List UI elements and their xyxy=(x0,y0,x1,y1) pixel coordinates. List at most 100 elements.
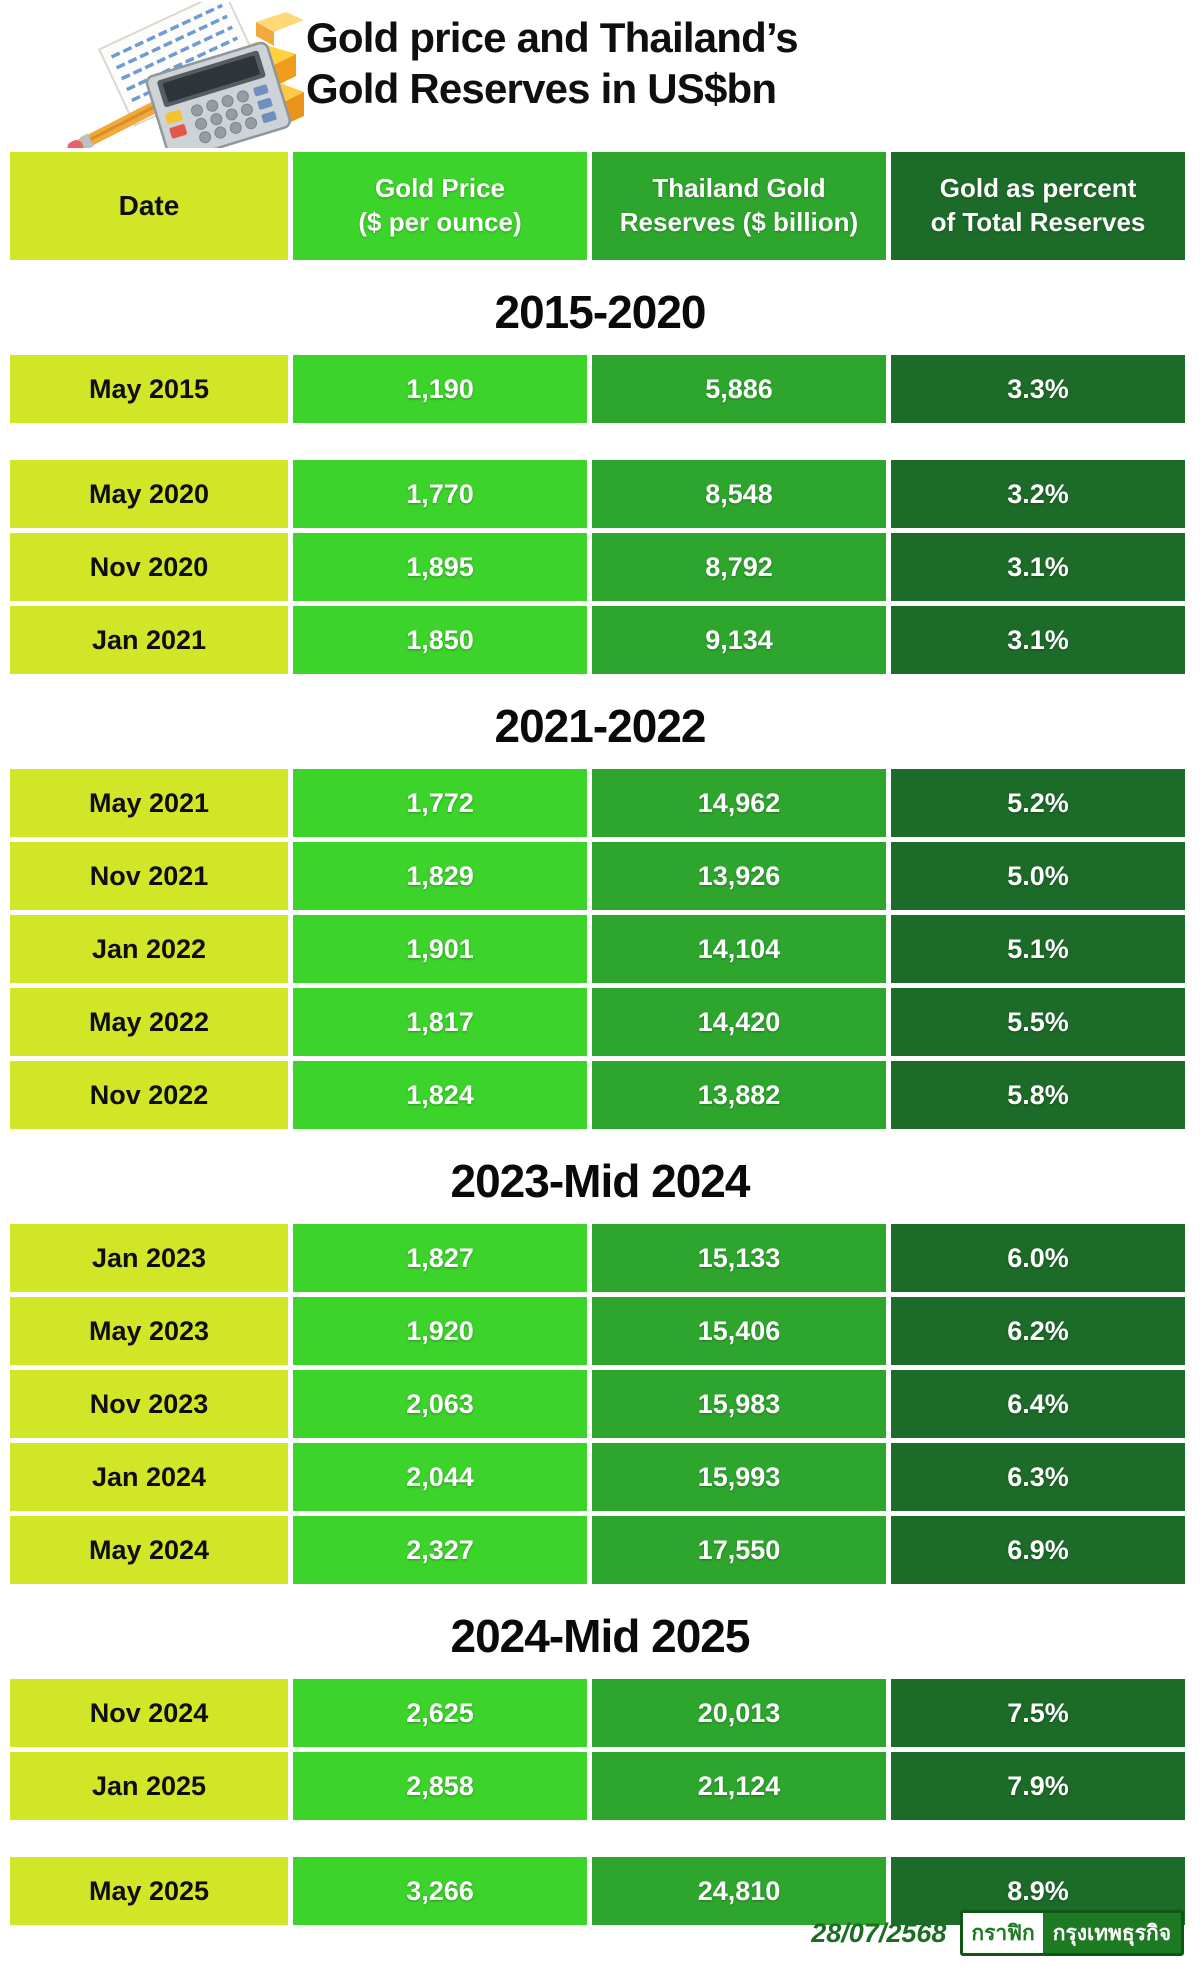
table-row: May 2025 3,266 24,810 8.9% xyxy=(10,1857,1190,1925)
date-cell: Nov 2022 xyxy=(10,1061,288,1129)
gold-price-cell: 1,901 xyxy=(293,915,587,983)
row-gap xyxy=(10,428,1190,460)
date-cell: May 2020 xyxy=(10,460,288,528)
date-cell: May 2025 xyxy=(10,1857,288,1925)
percent-cell: 5.2% xyxy=(891,769,1185,837)
gold-price-cell: 3,266 xyxy=(293,1857,587,1925)
publish-date: 28/07/2568 xyxy=(811,1917,947,1948)
table-row: Nov 2022 1,824 13,882 5.8% xyxy=(10,1061,1190,1129)
date-cell: May 2023 xyxy=(10,1297,288,1365)
percent-cell: 6.0% xyxy=(891,1224,1185,1292)
table-row: May 2022 1,817 14,420 5.5% xyxy=(10,988,1190,1056)
page-title-line2: Gold Reserves in US$bn xyxy=(306,65,777,113)
table-row: Jan 2025 2,858 21,124 7.9% xyxy=(10,1752,1190,1820)
gold-table: Date Gold Price ($ per ounce) Thailand G… xyxy=(10,152,1190,1925)
reserves-cell: 15,993 xyxy=(592,1443,886,1511)
date-cell: May 2021 xyxy=(10,769,288,837)
date-cell: Jan 2025 xyxy=(10,1752,288,1820)
section-title: 2015-2020 xyxy=(494,286,707,338)
table-row: Jan 2024 2,044 15,993 6.3% xyxy=(10,1443,1190,1511)
col-header-reserves-line2: Reserves ($ billion) xyxy=(619,207,859,237)
date-cell: Jan 2024 xyxy=(10,1443,288,1511)
gold-price-cell: 2,044 xyxy=(293,1443,587,1511)
percent-cell: 3.3% xyxy=(891,355,1185,423)
col-header-gold-price-line2: ($ per ounce) xyxy=(358,207,522,237)
date-cell: Jan 2023 xyxy=(10,1224,288,1292)
gold-price-cell: 2,063 xyxy=(293,1370,587,1438)
col-header-reserves: Thailand Gold Reserves ($ billion) xyxy=(592,152,886,260)
date-cell: Nov 2020 xyxy=(10,533,288,601)
logo-text-graphic: กราฟิก xyxy=(963,1913,1043,1953)
reserves-cell: 8,792 xyxy=(592,533,886,601)
gold-price-cell: 2,858 xyxy=(293,1752,587,1820)
date-cell: Nov 2024 xyxy=(10,1679,288,1747)
table-row: May 2021 1,772 14,962 5.2% xyxy=(10,769,1190,837)
reserves-cell: 15,133 xyxy=(592,1224,886,1292)
gold-price-cell: 1,895 xyxy=(293,533,587,601)
row-gap xyxy=(10,1825,1190,1857)
reserves-cell: 20,013 xyxy=(592,1679,886,1747)
date-cell: May 2024 xyxy=(10,1516,288,1584)
table-row: Jan 2023 1,827 15,133 6.0% xyxy=(10,1224,1190,1292)
table-row: Nov 2020 1,895 8,792 3.1% xyxy=(10,533,1190,601)
col-header-date-label: Date xyxy=(118,189,180,221)
percent-cell: 5.8% xyxy=(891,1061,1185,1129)
reserves-cell: 14,420 xyxy=(592,988,886,1056)
col-header-percent-line1: Gold as percent xyxy=(939,173,1137,204)
date-cell: Nov 2021 xyxy=(10,842,288,910)
publisher-logo: กราฟิก กรุงเทพธุรกิจ xyxy=(960,1910,1184,1956)
gold-price-cell: 1,772 xyxy=(293,769,587,837)
table-row: Nov 2023 2,063 15,983 6.4% xyxy=(10,1370,1190,1438)
table-row: Jan 2022 1,901 14,104 5.1% xyxy=(10,915,1190,983)
date-cell: May 2022 xyxy=(10,988,288,1056)
col-header-percent: Gold as percent of Total Reserves xyxy=(891,152,1185,260)
reserves-cell: 9,134 xyxy=(592,606,886,674)
col-header-gold-price: Gold Price ($ per ounce) xyxy=(293,152,587,260)
reserves-cell: 5,886 xyxy=(592,355,886,423)
col-header-percent-line2: of Total Reserves xyxy=(930,207,1146,237)
gold-price-cell: 1,824 xyxy=(293,1061,587,1129)
percent-cell: 7.9% xyxy=(891,1752,1185,1820)
col-header-gold-price-line1: Gold Price xyxy=(374,173,506,204)
reserves-cell: 21,124 xyxy=(592,1752,886,1820)
gold-price-cell: 1,827 xyxy=(293,1224,587,1292)
table-row: May 2020 1,770 8,548 3.2% xyxy=(10,460,1190,528)
footer: 28/07/2568 กราฟิก กรุงเทพธุรกิจ xyxy=(811,1910,1184,1956)
percent-cell: 3.2% xyxy=(891,460,1185,528)
percent-cell: 5.5% xyxy=(891,988,1185,1056)
table-row: May 2023 1,920 15,406 6.2% xyxy=(10,1297,1190,1365)
gold-price-cell: 1,920 xyxy=(293,1297,587,1365)
masthead: Gold price and Thailand’s Gold Reserves … xyxy=(0,0,1200,152)
date-cell: May 2015 xyxy=(10,355,288,423)
logo-text-bangkokbiznews: กรุงเทพธุรกิจ xyxy=(1042,1913,1181,1953)
reserves-cell: 13,926 xyxy=(592,842,886,910)
percent-cell: 7.5% xyxy=(891,1679,1185,1747)
page-title: Gold price and Thailand’s Gold Reserves … xyxy=(306,12,799,114)
table-row: Jan 2021 1,850 9,134 3.1% xyxy=(10,606,1190,674)
page-title-line1: Gold price and Thailand’s xyxy=(306,14,799,61)
section-title: 2021-2022 xyxy=(494,700,707,752)
date-cell: Nov 2023 xyxy=(10,1370,288,1438)
reserves-cell: 17,550 xyxy=(592,1516,886,1584)
reserves-cell: 14,104 xyxy=(592,915,886,983)
date-cell: Jan 2021 xyxy=(10,606,288,674)
percent-cell: 3.1% xyxy=(891,606,1185,674)
percent-cell: 3.1% xyxy=(891,533,1185,601)
gold-price-cell: 1,829 xyxy=(293,842,587,910)
section-title: 2024-Mid 2025 xyxy=(450,1610,751,1662)
percent-cell: 6.3% xyxy=(891,1443,1185,1511)
table-row: Nov 2021 1,829 13,926 5.0% xyxy=(10,842,1190,910)
gold-price-cell: 2,327 xyxy=(293,1516,587,1584)
col-header-reserves-line1: Thailand Gold xyxy=(652,173,826,204)
gold-price-cell: 1,817 xyxy=(293,988,587,1056)
percent-cell: 5.1% xyxy=(891,915,1185,983)
percent-cell: 6.2% xyxy=(891,1297,1185,1365)
col-header-date: Date xyxy=(10,152,288,260)
reserves-cell: 15,406 xyxy=(592,1297,886,1365)
table-body: 2015-2020 May 2015 1,190 5,886 3.3% May 2020 1… xyxy=(10,265,1190,1925)
reserves-cell: 14,962 xyxy=(592,769,886,837)
percent-cell: 6.9% xyxy=(891,1516,1185,1584)
table-row: May 2015 1,190 5,886 3.3% xyxy=(10,355,1190,423)
percent-cell: 5.0% xyxy=(891,842,1185,910)
